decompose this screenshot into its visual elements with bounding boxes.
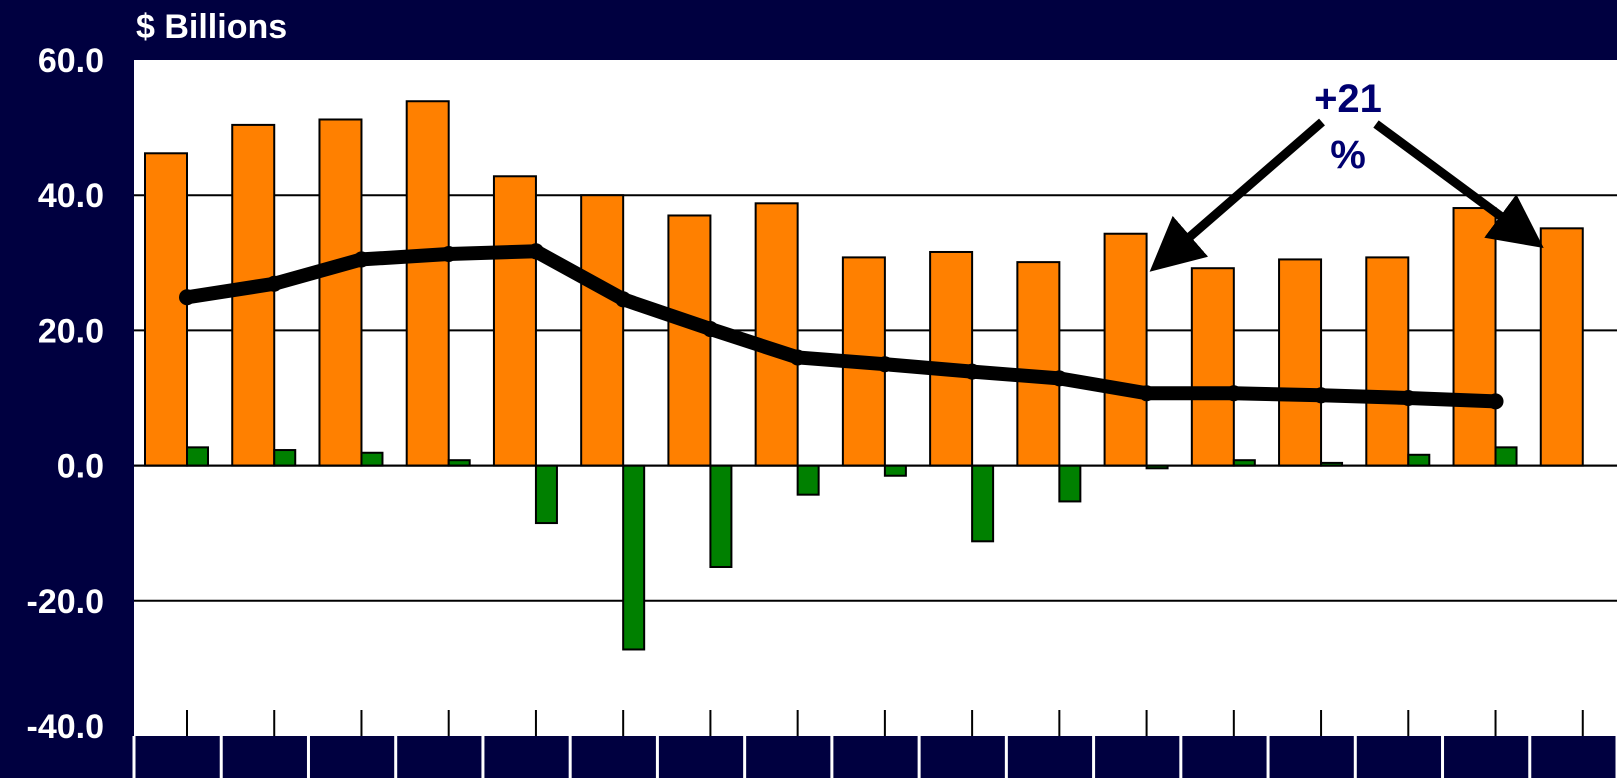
trend-line-point <box>789 349 806 366</box>
trend-line-point <box>179 289 195 306</box>
y-tick-label: -40.0 <box>27 708 105 746</box>
trend-line-point <box>353 251 370 268</box>
bar-series2 <box>186 446 209 467</box>
bar-series2 <box>796 464 820 496</box>
x-axis-strip <box>134 736 1617 778</box>
bar-series1 <box>929 250 974 467</box>
trend-line-point <box>964 363 981 380</box>
bar-series1 <box>1016 261 1061 467</box>
annotation-text-line1: +21 <box>1314 77 1382 121</box>
y-tick-label: 60.0 <box>38 42 104 80</box>
trend-line-point <box>527 243 544 260</box>
bar-series1 <box>1452 207 1497 467</box>
bar-series2 <box>883 464 907 477</box>
bar-series2 <box>534 464 558 525</box>
annotation-arrow-right <box>1373 120 1544 249</box>
axes: 60.0 40.0 20.0 0.0 -20.0 -40.0 <box>27 42 1617 778</box>
trend-line-point <box>1487 393 1504 410</box>
bar-series1 <box>1103 232 1148 467</box>
bar-series1 <box>144 152 188 467</box>
trend-line-point <box>1051 370 1068 387</box>
annotation-arrow-left <box>1149 118 1325 272</box>
trend-line-point <box>1313 387 1330 404</box>
bar-series1 <box>667 214 712 467</box>
trend-line-point <box>1225 385 1242 402</box>
bar-series1 <box>1365 256 1410 467</box>
trend-line-point <box>615 291 632 308</box>
y-tick-label: 40.0 <box>38 177 104 215</box>
trend-line-point <box>1400 390 1417 406</box>
trend-line-point <box>702 321 719 338</box>
y-axis-unit-label: $ Billions <box>136 8 287 46</box>
y-tick-label: 20.0 <box>38 312 104 350</box>
y-tick-label: -20.0 <box>27 583 105 621</box>
trend-line-point <box>1138 385 1155 402</box>
annotation: +21 % <box>1149 77 1544 272</box>
bar-series1 <box>318 118 363 467</box>
trend-line-point <box>440 246 457 263</box>
trend-line-layer <box>179 243 1504 410</box>
bar-series2 <box>971 464 995 543</box>
trend-line-point <box>266 275 283 292</box>
annotation-text-line2: % <box>1330 133 1366 177</box>
bar-series1 <box>405 100 450 467</box>
bar-series2 <box>709 464 733 569</box>
trend-line <box>180 244 1503 409</box>
bar-series1 <box>580 194 625 467</box>
bar-series2 <box>1494 446 1518 467</box>
bar-series1 <box>492 175 537 467</box>
bar-series1 <box>754 202 799 467</box>
bar-series1 <box>1539 227 1584 467</box>
bar-series1 <box>1190 267 1235 467</box>
y-tick-label: 0.0 <box>57 448 104 486</box>
bars <box>144 100 1584 651</box>
bar-series2 <box>1058 464 1082 503</box>
bar-series2 <box>622 464 646 651</box>
bar-series2 <box>1407 453 1431 467</box>
bar-series2 <box>360 451 384 467</box>
trend-line-point <box>876 356 893 373</box>
bar-series1 <box>1278 258 1323 467</box>
bar-series2 <box>273 449 297 467</box>
